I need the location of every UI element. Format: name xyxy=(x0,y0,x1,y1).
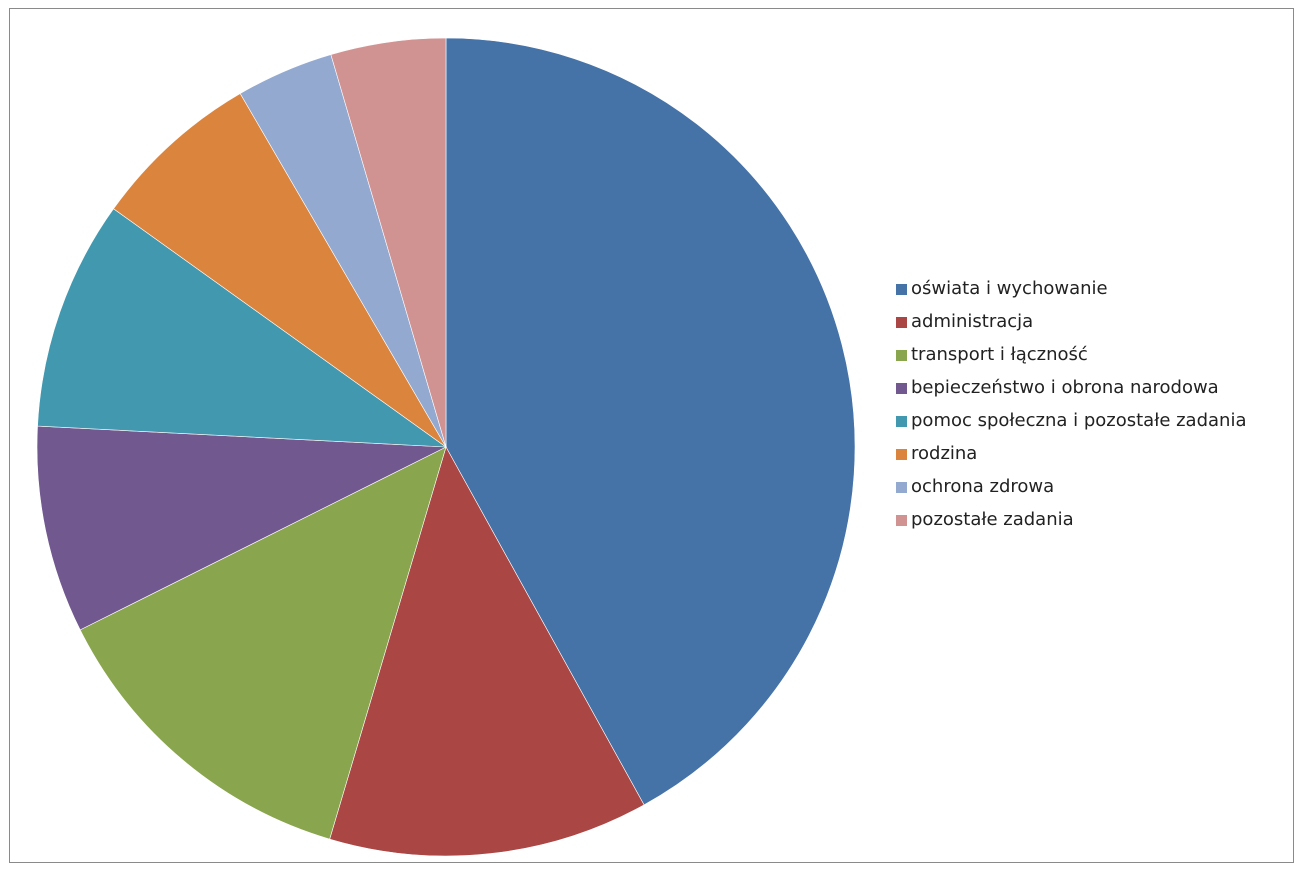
legend-swatch xyxy=(896,284,907,295)
legend-item: bepieczeństwo i obrona narodowa xyxy=(896,375,1247,408)
pie-slice xyxy=(330,37,447,448)
legend-swatch xyxy=(896,416,907,427)
legend-label: pomoc społeczna i pozostałe zadania xyxy=(911,410,1247,431)
legend-item: pozostałe zadania xyxy=(896,507,1247,540)
legend-item: oświata i wychowanie xyxy=(896,276,1247,309)
legend-item: transport i łączność xyxy=(896,342,1247,375)
legend-label: ochrona zdrowa xyxy=(911,476,1055,497)
legend-item: ochrona zdrowa xyxy=(896,474,1247,507)
legend-swatch xyxy=(896,515,907,526)
legend-label: oświata i wychowanie xyxy=(911,278,1108,299)
legend-label: rodzina xyxy=(911,443,978,464)
pie-slice xyxy=(36,425,448,631)
pie-chart xyxy=(36,37,856,857)
pie-slice xyxy=(113,93,447,448)
legend-swatch xyxy=(896,317,907,328)
legend-label: administracja xyxy=(911,311,1034,332)
chart-frame: oświata i wychowanie administracja trans… xyxy=(9,8,1294,863)
legend-label: transport i łączność xyxy=(911,344,1088,365)
pie-slice xyxy=(329,446,645,857)
legend-item: rodzina xyxy=(896,441,1247,474)
legend-swatch xyxy=(896,383,907,394)
legend: oświata i wychowanie administracja trans… xyxy=(896,276,1247,540)
legend-swatch xyxy=(896,482,907,493)
legend-item: administracja xyxy=(896,309,1247,342)
pie-slice xyxy=(445,37,856,806)
legend-label: bepieczeństwo i obrona narodowa xyxy=(911,377,1219,398)
legend-swatch xyxy=(896,449,907,460)
legend-label: pozostałe zadania xyxy=(911,509,1074,530)
pie-slice xyxy=(79,446,447,840)
pie-slice xyxy=(37,208,448,448)
legend-swatch xyxy=(896,350,907,361)
legend-item: pomoc społeczna i pozostałe zadania xyxy=(896,408,1247,441)
